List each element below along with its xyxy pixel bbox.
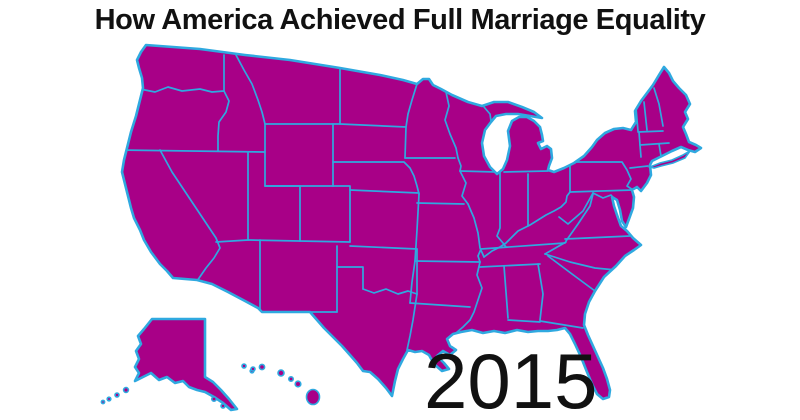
state-borders [122, 54, 670, 351]
hawaii-shape [250, 363, 321, 406]
page-title: How America Achieved Full Marriage Equal… [94, 4, 706, 36]
year-label: 2015 [424, 337, 598, 420]
aleutian-islands [100, 363, 255, 409]
long-island-shape [647, 150, 691, 169]
continental-us-shape [120, 43, 703, 401]
alaska-shape [133, 317, 239, 412]
